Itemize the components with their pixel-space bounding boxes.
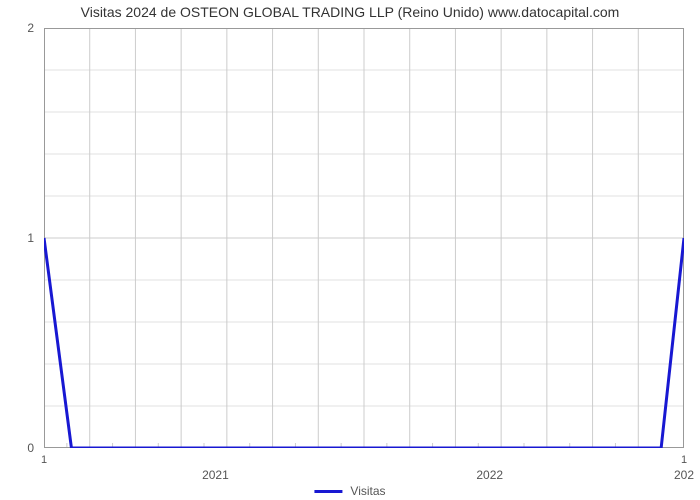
y-axis: 2 1 0 bbox=[0, 28, 40, 448]
plot-area bbox=[44, 28, 684, 448]
y-tick-label: 0 bbox=[27, 441, 34, 455]
legend: Visitas bbox=[314, 484, 385, 498]
x-tick-label: 1 bbox=[681, 454, 687, 466]
chart-title: Visitas 2024 de OSTEON GLOBAL TRADING LL… bbox=[0, 0, 700, 20]
y-tick-label: 1 bbox=[27, 231, 34, 245]
x-major-label: 2021 bbox=[202, 468, 229, 482]
x-major-label: 2022 bbox=[476, 468, 503, 482]
y-tick-label: 2 bbox=[27, 21, 34, 35]
x-major-label: 202 bbox=[674, 468, 694, 482]
x-tick-label: 1 bbox=[41, 454, 47, 466]
legend-label: Visitas bbox=[350, 484, 385, 498]
chart-svg bbox=[44, 28, 684, 448]
legend-swatch bbox=[314, 490, 342, 493]
chart-container: Visitas 2024 de OSTEON GLOBAL TRADING LL… bbox=[0, 0, 700, 500]
